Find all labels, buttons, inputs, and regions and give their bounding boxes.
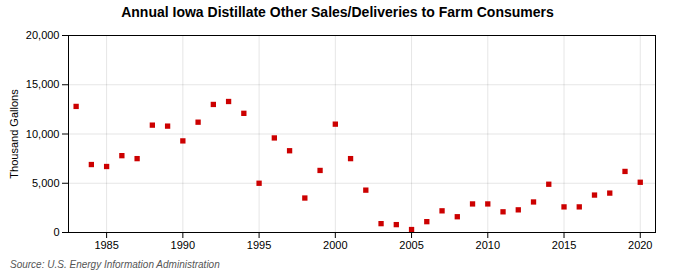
html-text:Annual Iowa Distillate Other S: Annual Iowa Distillate Other Sales/Deliv… [121,4,554,20]
svg-text:15,000: 15,000 [26,78,60,90]
svg-text:20,000: 20,000 [26,29,60,41]
svg-text:5,000: 5,000 [32,177,60,189]
svg-text:2015: 2015 [552,239,576,251]
svg-text:0: 0 [53,226,59,238]
svg-text:2020: 2020 [628,239,652,251]
svg-text:2010: 2010 [476,239,500,251]
svg-text:1985: 1985 [94,239,118,251]
html-text:Source: U.S. Energy Informatio: Source: U.S. Energy Information Administ… [10,259,220,270]
svg-text:2000: 2000 [323,239,347,251]
svg-text:2005: 2005 [399,239,423,251]
svg-text:10,000: 10,000 [26,128,60,140]
svg-text:1995: 1995 [247,239,271,251]
svg-text:Thousand Gallons: Thousand Gallons [8,89,20,179]
svg-text:1990: 1990 [171,239,195,251]
